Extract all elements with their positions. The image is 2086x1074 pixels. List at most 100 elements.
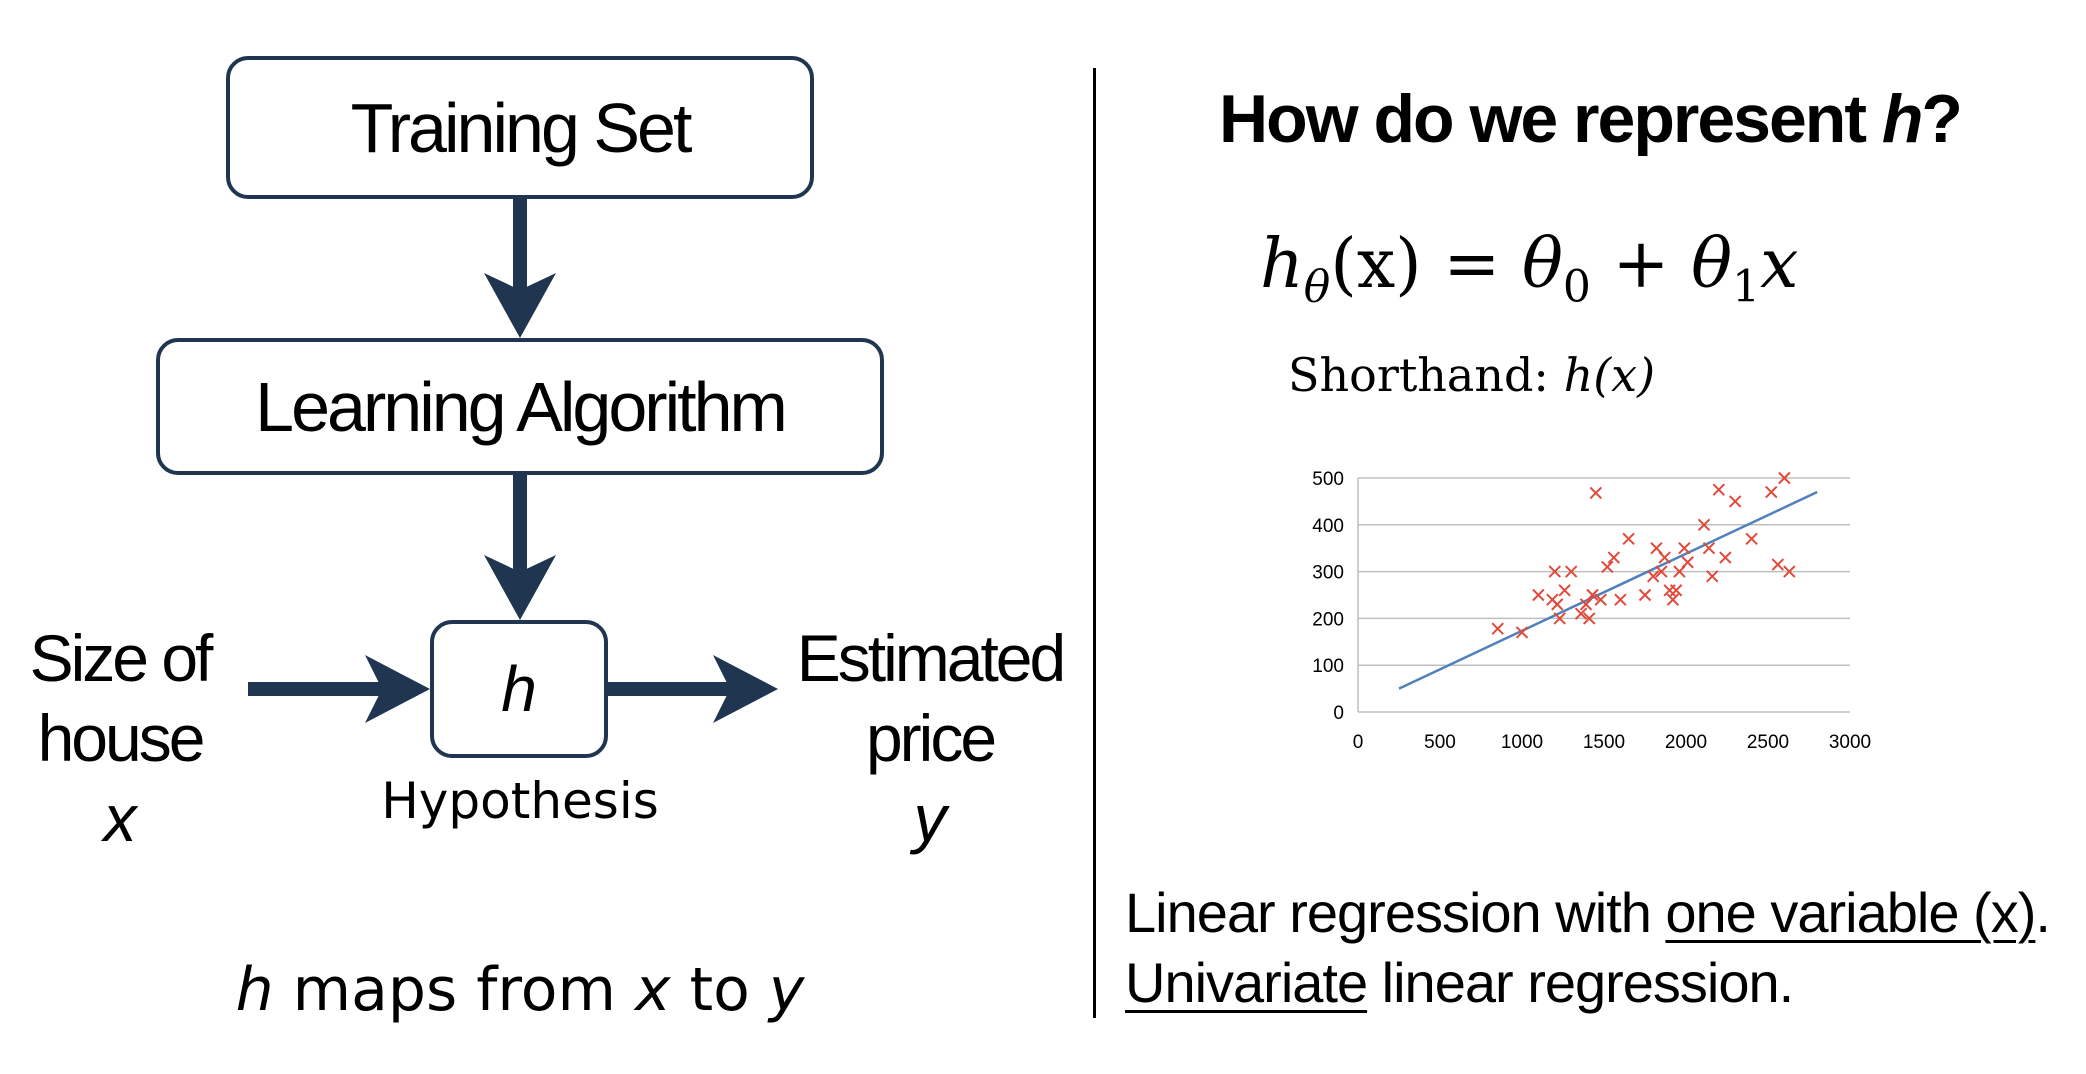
eq-theta-sub: θ	[1303, 261, 1331, 313]
input-label: Size of house x	[10, 618, 230, 858]
data-point	[1594, 593, 1607, 606]
data-point	[1515, 626, 1529, 639]
data-point	[1712, 483, 1726, 496]
eq-x: x	[1760, 225, 1799, 304]
mapping-to: to	[670, 955, 769, 1025]
x-tick-label: 2500	[1747, 732, 1789, 753]
data-point	[1607, 551, 1621, 564]
training-set-label: Training Set	[350, 88, 693, 167]
learning-algorithm-label: Learning Algorithm	[255, 367, 788, 446]
data-point	[1666, 593, 1680, 606]
y-tick-label: 200	[1312, 609, 1344, 630]
x-tick-label: 1000	[1501, 732, 1543, 753]
mapping-y: y	[768, 955, 805, 1025]
data-point	[1532, 588, 1545, 602]
data-point	[1491, 622, 1504, 635]
question-var: h	[1881, 81, 1924, 157]
data-point	[1583, 612, 1596, 625]
linear-regression-statement: Linear regression with one variable (x).	[1125, 880, 2051, 945]
data-point	[1783, 565, 1796, 578]
mapping-h: h	[235, 955, 274, 1025]
training-set-box: Training Set	[226, 56, 814, 199]
data-point	[1771, 558, 1785, 571]
flow-connectors	[248, 199, 778, 723]
data-point	[1728, 495, 1742, 508]
mapping-mid: maps from	[273, 955, 635, 1025]
data-point	[1706, 570, 1719, 583]
eq-theta0: θ	[1521, 225, 1563, 304]
data-point	[1601, 560, 1614, 574]
data-point	[1658, 551, 1671, 564]
output-label-line2: price	[865, 701, 997, 775]
question-suffix: ?	[1921, 81, 1963, 157]
hypothesis-symbol: h	[501, 653, 537, 725]
output-label: Estimated price y	[780, 618, 1080, 858]
data-point	[1553, 612, 1566, 625]
y-tick-label: 300	[1312, 563, 1344, 584]
output-variable: y	[913, 781, 947, 855]
data-point	[1678, 541, 1691, 555]
vertical-divider	[1093, 68, 1096, 1018]
hypothesis-caption: Hypothesis	[381, 772, 659, 830]
shorthand-label: Shorthand:	[1288, 348, 1564, 402]
data-point	[1778, 471, 1791, 485]
data-point	[1589, 486, 1603, 500]
line2-underlined: Univariate	[1125, 951, 1368, 1014]
eq-sub1: 1	[1732, 261, 1761, 313]
data-point	[1702, 541, 1716, 555]
data-point	[1765, 485, 1778, 499]
y-tick-label: 100	[1312, 656, 1344, 677]
data-point	[1574, 607, 1588, 620]
input-variable: x	[103, 781, 137, 855]
data-point	[1614, 593, 1627, 606]
fit-line	[1398, 490, 1818, 690]
line1-underlined: one variable (x)	[1665, 881, 2036, 944]
eq-lhs-arg: (x)	[1330, 225, 1422, 304]
x-tick-label: 500	[1424, 732, 1456, 753]
data-point	[1646, 570, 1660, 583]
x-tick-label: 2000	[1665, 732, 1707, 753]
line1-prefix: Linear regression with	[1125, 881, 1666, 944]
learning-algorithm-box: Learning Algorithm	[156, 338, 884, 475]
arrowhead-learning-to-h	[484, 555, 556, 620]
eq-sub0: 0	[1562, 261, 1591, 313]
data-point	[1558, 584, 1571, 597]
data-point	[1681, 556, 1694, 569]
shorthand-value: h(x)	[1563, 348, 1656, 402]
y-tick-label: 500	[1312, 469, 1344, 490]
eq-plus: +	[1590, 225, 1692, 304]
eq-theta1: θ	[1691, 225, 1733, 304]
univariate-statement: Univariate linear regression.	[1125, 950, 1795, 1015]
line2-suffix: linear regression.	[1367, 951, 1795, 1014]
x-tick-label: 3000	[1829, 732, 1871, 753]
output-label-line1: Estimated	[796, 621, 1066, 695]
shorthand-line: Shorthand: h(x)	[1288, 348, 1655, 402]
data-point	[1579, 598, 1593, 611]
eq-equals: =	[1421, 225, 1522, 304]
input-label-line2: house	[37, 701, 206, 775]
data-point	[1638, 588, 1652, 602]
input-label-line1: Size of	[29, 621, 214, 695]
x-tick-label: 0	[1353, 732, 1364, 753]
hypothesis-box: h	[430, 620, 608, 758]
data-point	[1586, 588, 1599, 602]
data-point	[1745, 532, 1758, 546]
y-tick-label: 400	[1312, 516, 1344, 537]
data-point	[1564, 565, 1578, 578]
regression-scatter-chart: 0 100 200 300 400 500 0 500 1000 1500 2000 2500 3000	[1312, 469, 1871, 753]
mapping-x: x	[635, 955, 671, 1025]
data-point	[1719, 551, 1732, 564]
question-prefix: How do we represent	[1219, 81, 1882, 157]
data-point	[1697, 518, 1711, 532]
arrowhead-input-to-h	[365, 655, 430, 723]
hypothesis-equation: hθ(x) = θ0 + θ1x	[1260, 225, 1860, 313]
data-point	[1622, 532, 1635, 546]
arrowhead-h-to-output	[713, 655, 778, 723]
data-point	[1669, 584, 1683, 597]
y-tick-label: 0	[1333, 703, 1344, 724]
eq-h: h	[1260, 225, 1304, 304]
arrowhead-training-to-learning	[484, 273, 556, 338]
x-tick-label: 1500	[1583, 732, 1625, 753]
data-point	[1548, 565, 1562, 578]
data-point	[1551, 598, 1564, 611]
